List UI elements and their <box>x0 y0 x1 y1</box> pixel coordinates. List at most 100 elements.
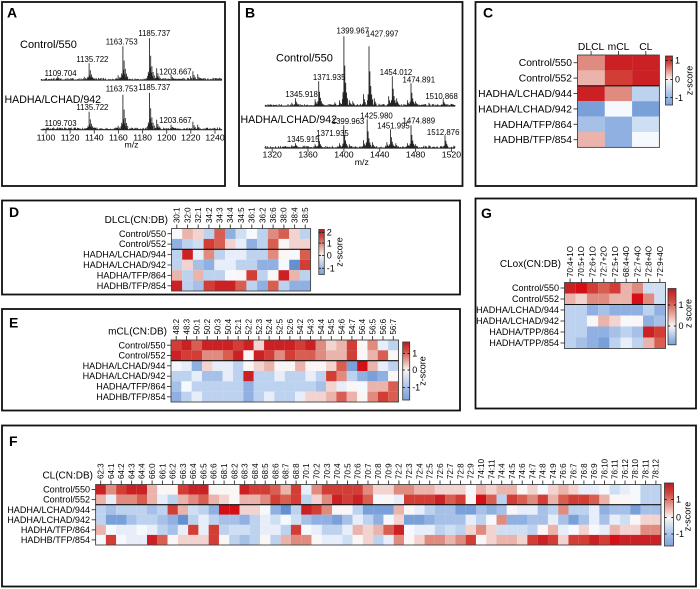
svg-text:1320: 1320 <box>263 149 282 159</box>
svg-text:HADHA/LCHAD/942: HADHA/LCHAD/942 <box>478 104 572 115</box>
svg-text:HADHA/LCHAD/942: HADHA/LCHAD/942 <box>476 316 559 326</box>
svg-text:72:5: 72:5 <box>426 463 435 479</box>
svg-text:1: 1 <box>675 56 680 66</box>
svg-text:HADHA/LCHAD/944: HADHA/LCHAD/944 <box>476 305 559 315</box>
svg-text:HADHA/LCHAD/942: HADHA/LCHAD/942 <box>5 94 102 106</box>
svg-text:70:4+1O: 70:4+1O <box>566 246 575 277</box>
svg-text:z-score: z-score <box>684 66 694 96</box>
svg-text:1451.995: 1451.995 <box>377 121 410 130</box>
svg-text:HADHA/TFP/864: HADHA/TFP/864 <box>21 525 90 535</box>
svg-text:36:6: 36:6 <box>269 207 278 223</box>
svg-text:52:2: 52:2 <box>244 318 253 334</box>
svg-text:74:4: 74:4 <box>498 463 507 479</box>
svg-text:74:7: 74:7 <box>528 463 537 479</box>
svg-text:HADHB/TFP/854: HADHB/TFP/854 <box>494 135 573 146</box>
svg-text:76:12: 76:12 <box>621 458 630 479</box>
svg-text:70:7: 70:7 <box>364 463 373 479</box>
svg-text:A: A <box>7 5 17 21</box>
svg-text:74:10: 74:10 <box>477 458 486 479</box>
svg-text:Control/550: Control/550 <box>43 485 90 495</box>
svg-text:C: C <box>483 5 493 21</box>
svg-text:78:12: 78:12 <box>652 458 661 479</box>
svg-text:B: B <box>245 5 255 21</box>
svg-text:66:2: 66:2 <box>169 463 178 479</box>
svg-text:64:4: 64:4 <box>138 463 147 479</box>
svg-text:62:3: 62:3 <box>97 463 106 479</box>
svg-text:70:2: 70:2 <box>313 463 322 479</box>
svg-text:HADHA/LCHAD/944: HADHA/LCHAD/944 <box>478 89 572 100</box>
svg-text:1360: 1360 <box>298 149 317 159</box>
svg-text:1135.722: 1135.722 <box>76 103 108 112</box>
svg-text:34:4: 34:4 <box>226 207 235 223</box>
svg-text:76:6: 76:6 <box>559 463 568 479</box>
svg-text:HADHB/TFP/854: HADHB/TFP/854 <box>21 535 90 545</box>
svg-text:1400: 1400 <box>334 149 353 159</box>
svg-text:1: 1 <box>676 495 681 505</box>
svg-text:1474.891: 1474.891 <box>403 75 436 84</box>
svg-text:Control/550: Control/550 <box>119 229 166 239</box>
svg-text:74:5: 74:5 <box>508 463 517 479</box>
svg-text:56:6: 56:6 <box>379 318 388 334</box>
svg-text:1425.980: 1425.980 <box>360 111 393 120</box>
svg-text:36:2: 36:2 <box>258 207 267 223</box>
svg-text:HADHA/LCHAD/942: HADHA/LCHAD/942 <box>241 114 338 126</box>
svg-text:HADHA/LCHAD/942: HADHA/LCHAD/942 <box>83 260 166 270</box>
svg-text:1203.667: 1203.667 <box>159 67 192 76</box>
svg-text:38:4: 38:4 <box>290 207 299 223</box>
svg-text:50:2: 50:2 <box>203 318 212 334</box>
svg-text:HADHA/TFP/864: HADHA/TFP/864 <box>97 271 166 281</box>
svg-text:1427.997: 1427.997 <box>366 30 399 39</box>
svg-text:68:1: 68:1 <box>220 463 229 479</box>
svg-text:76:8: 76:8 <box>580 463 589 479</box>
svg-text:1163.753: 1163.753 <box>106 37 138 46</box>
svg-text:68:4+4O: 68:4+4O <box>622 246 631 277</box>
svg-text:1512.876: 1512.876 <box>427 128 460 137</box>
svg-text:66:6: 66:6 <box>210 463 219 479</box>
svg-text:HADHA/LCHAD/944: HADHA/LCHAD/944 <box>83 250 166 260</box>
svg-text:1440: 1440 <box>370 149 389 159</box>
svg-text:72:4: 72:4 <box>415 463 424 479</box>
svg-text:z-score: z-score <box>682 502 692 532</box>
svg-text:Control/550: Control/550 <box>519 58 573 69</box>
svg-text:1474.889: 1474.889 <box>403 117 436 126</box>
svg-text:50:4: 50:4 <box>224 318 233 334</box>
svg-text:66:5: 66:5 <box>199 463 208 479</box>
svg-text:32:0: 32:0 <box>183 207 192 223</box>
svg-text:1: 1 <box>679 300 684 310</box>
svg-text:74:11: 74:11 <box>487 459 496 479</box>
svg-text:CL(CN:DB): CL(CN:DB) <box>42 471 93 482</box>
svg-text:72:5+1O: 72:5+1O <box>611 246 620 277</box>
svg-text:54:3: 54:3 <box>307 318 316 334</box>
svg-text:z score: z score <box>683 299 693 328</box>
svg-text:0: 0 <box>675 75 680 85</box>
svg-text:1371.935: 1371.935 <box>316 129 349 138</box>
svg-text:50:3: 50:3 <box>213 318 222 334</box>
svg-text:76:10: 76:10 <box>600 458 609 479</box>
svg-text:1200: 1200 <box>157 133 176 143</box>
svg-text:z-score: z-score <box>417 356 427 386</box>
svg-text:68:5: 68:5 <box>261 463 270 479</box>
svg-text:1371.935: 1371.935 <box>313 73 346 82</box>
svg-text:E: E <box>9 315 18 331</box>
svg-text:HADHB/TFP/854: HADHB/TFP/854 <box>97 281 166 291</box>
svg-text:72:7+4O: 72:7+4O <box>633 246 642 277</box>
svg-text:CLox(CN:DB): CLox(CN:DB) <box>500 259 561 270</box>
svg-text:64:3: 64:3 <box>128 463 137 479</box>
svg-text:D: D <box>9 204 19 220</box>
svg-text:m/z: m/z <box>355 157 369 167</box>
svg-text:1100: 1100 <box>37 133 56 143</box>
svg-text:66:0: 66:0 <box>148 463 157 479</box>
svg-text:DLCL(CN:DB): DLCL(CN:DB) <box>105 215 168 226</box>
svg-text:30:1: 30:1 <box>173 207 182 223</box>
svg-text:HADHA/TFP/864: HADHA/TFP/864 <box>96 382 165 392</box>
svg-text:56:7: 56:7 <box>389 318 398 334</box>
svg-text:38:0: 38:0 <box>280 207 289 223</box>
svg-text:1480: 1480 <box>406 149 425 159</box>
svg-text:34:3: 34:3 <box>216 207 225 223</box>
svg-text:Control/550: Control/550 <box>20 39 77 51</box>
svg-text:76:11: 76:11 <box>611 459 620 479</box>
svg-text:72:3: 72:3 <box>405 463 414 479</box>
svg-text:48:3: 48:3 <box>182 318 191 334</box>
svg-text:Control/552: Control/552 <box>519 74 573 85</box>
svg-text:mCL(CN:DB): mCL(CN:DB) <box>108 327 167 338</box>
